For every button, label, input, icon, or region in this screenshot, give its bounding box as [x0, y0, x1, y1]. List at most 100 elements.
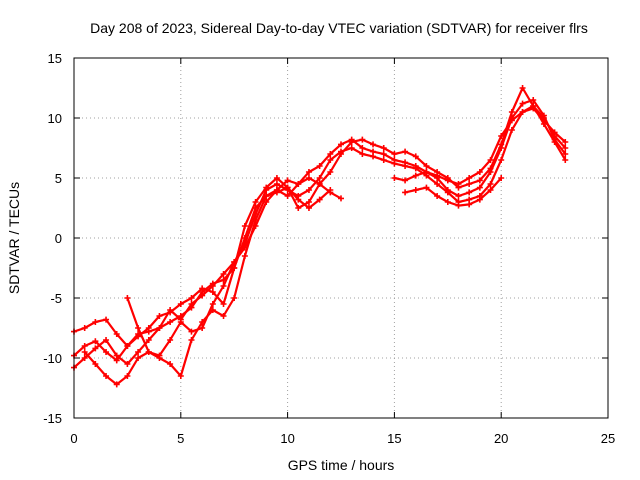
series-line	[404, 176, 503, 207]
data-point	[316, 163, 323, 169]
data-point	[167, 337, 174, 343]
data-point	[423, 184, 430, 191]
data-point	[466, 189, 473, 196]
data-point	[476, 184, 483, 191]
data-point	[402, 148, 409, 155]
data-point	[380, 157, 387, 163]
data-point	[113, 352, 120, 359]
y-tick-label: 15	[48, 51, 62, 66]
data-point	[188, 337, 195, 343]
data-point	[508, 127, 515, 133]
data-point	[252, 199, 259, 205]
x-tick-label: 5	[177, 431, 184, 446]
data-point	[113, 331, 120, 337]
data-point	[519, 100, 526, 107]
data-point	[338, 195, 344, 202]
data-point	[498, 157, 505, 163]
data-point	[466, 175, 473, 181]
data-point	[562, 157, 569, 163]
data-point	[135, 325, 142, 331]
data-point	[498, 133, 505, 139]
data-point	[455, 193, 462, 199]
data-point	[370, 141, 377, 148]
data-point	[402, 159, 409, 166]
series-track-3	[71, 85, 569, 349]
data-point	[327, 151, 334, 157]
data-point	[220, 301, 227, 307]
data-point	[92, 345, 99, 352]
data-point	[412, 172, 419, 179]
data-point	[391, 157, 398, 163]
data-point	[508, 117, 515, 124]
data-point	[444, 187, 451, 193]
data-point	[530, 105, 537, 112]
data-point	[92, 319, 99, 325]
y-tick-label: 5	[55, 171, 62, 186]
data-point	[316, 196, 323, 203]
data-point	[188, 328, 195, 335]
data-point	[135, 333, 142, 340]
data-point	[466, 181, 473, 187]
series-track-7	[402, 175, 505, 209]
data-point	[188, 304, 195, 311]
x-tick-label: 25	[601, 431, 615, 446]
x-axis-label: GPS time / hours	[288, 457, 395, 473]
data-point	[124, 373, 131, 379]
x-tick-label: 10	[280, 431, 294, 446]
data-point	[391, 175, 398, 181]
data-point	[305, 175, 312, 181]
data-point	[412, 163, 419, 169]
data-point	[530, 97, 537, 103]
series-track-1	[71, 103, 569, 364]
data-point	[231, 259, 238, 265]
data-point	[327, 169, 334, 175]
data-point	[295, 196, 302, 203]
data-point	[145, 349, 152, 355]
data-point	[113, 381, 120, 388]
data-point	[508, 109, 515, 115]
data-point	[156, 352, 163, 359]
data-point	[476, 169, 483, 175]
data-point	[252, 223, 259, 229]
y-axis-label: SDTVAR / TECUs	[6, 182, 22, 294]
data-point	[284, 184, 291, 191]
axis-ticks	[73, 57, 609, 419]
series-track-5	[124, 175, 344, 359]
data-point	[359, 151, 366, 157]
data-point	[305, 169, 312, 175]
data-point	[177, 313, 184, 319]
data-point	[231, 295, 238, 301]
data-point	[124, 361, 131, 367]
data-point	[359, 136, 366, 143]
data-point	[273, 175, 280, 181]
y-tick-label: 10	[48, 111, 62, 126]
data-point	[81, 325, 88, 331]
data-point	[145, 325, 152, 331]
data-point	[167, 361, 174, 367]
data-point	[177, 373, 184, 379]
data-point	[551, 129, 558, 136]
data-point	[81, 355, 88, 361]
data-point	[487, 165, 494, 172]
series-line	[72, 86, 567, 348]
data-point	[145, 337, 152, 343]
data-point	[167, 319, 174, 325]
data-point	[498, 175, 505, 181]
data-point	[380, 145, 387, 151]
data-point	[348, 145, 355, 151]
data-point	[156, 313, 163, 319]
data-point	[103, 373, 110, 379]
data-point	[124, 343, 131, 349]
data-point	[263, 184, 270, 191]
grid-lines	[74, 58, 608, 418]
data-point	[124, 295, 131, 301]
data-point	[327, 157, 334, 163]
data-point	[284, 193, 291, 199]
axis-tick-labels: 0 5 10 15 20 25 -15 -10 -5 0 5 10 15	[43, 51, 615, 446]
data-point	[412, 187, 419, 193]
data-point	[487, 157, 494, 163]
data-point	[103, 337, 110, 343]
data-point	[284, 177, 291, 184]
y-tick-label: -15	[43, 411, 62, 426]
